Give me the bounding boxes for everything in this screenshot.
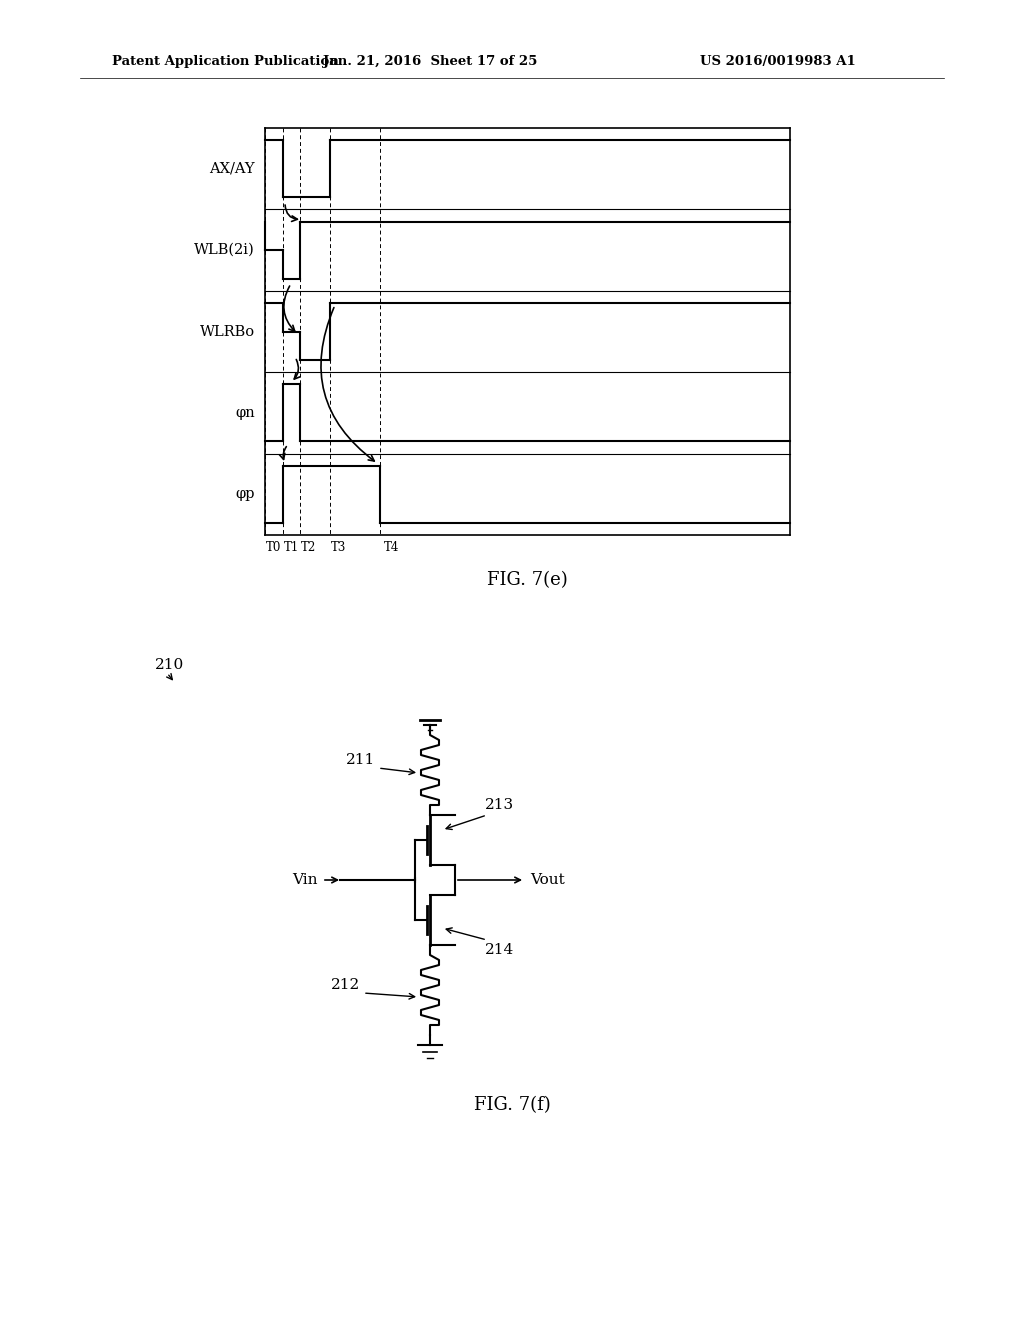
Text: φp: φp [236, 487, 255, 502]
Text: WLRBo: WLRBo [200, 325, 255, 338]
Text: US 2016/0019983 A1: US 2016/0019983 A1 [700, 55, 856, 69]
Text: 212: 212 [331, 978, 360, 993]
Text: AX/AY: AX/AY [209, 162, 255, 176]
Text: Vout: Vout [530, 873, 565, 887]
Text: 211: 211 [346, 752, 375, 767]
Text: T3: T3 [331, 541, 346, 554]
Text: T0: T0 [266, 541, 282, 554]
Text: Jan. 21, 2016  Sheet 17 of 25: Jan. 21, 2016 Sheet 17 of 25 [323, 55, 538, 69]
Text: 210: 210 [155, 657, 184, 672]
Text: φn: φn [236, 407, 255, 420]
Text: 213: 213 [485, 799, 514, 812]
Text: 214: 214 [485, 942, 514, 957]
Text: FIG. 7(f): FIG. 7(f) [474, 1096, 550, 1114]
Text: T4: T4 [384, 541, 399, 554]
Text: FIG. 7(e): FIG. 7(e) [487, 572, 568, 589]
Text: Patent Application Publication: Patent Application Publication [112, 55, 339, 69]
Text: WLB(2i): WLB(2i) [195, 243, 255, 257]
Text: T1: T1 [284, 541, 299, 554]
Text: Vin: Vin [293, 873, 318, 887]
Text: T2: T2 [301, 541, 316, 554]
